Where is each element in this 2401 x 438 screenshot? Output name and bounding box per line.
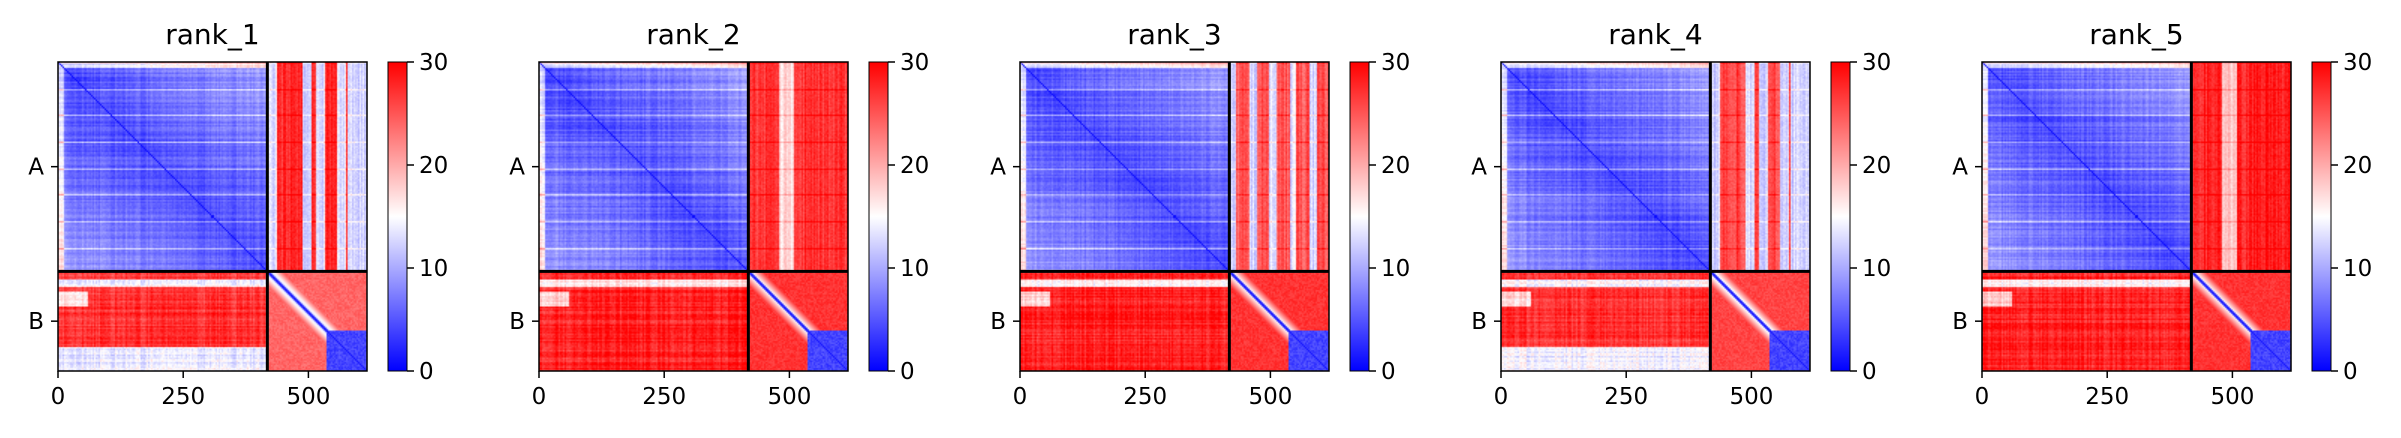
colorbar — [1830, 61, 1851, 372]
panel-title: rank_5 — [2089, 18, 2183, 51]
chain-label-b: B — [990, 309, 1006, 335]
x-tick-label: 0 — [51, 384, 66, 410]
pae-matrix — [1020, 62, 1329, 371]
colorbar-tick-label: 10 — [2343, 256, 2372, 282]
colorbar-tick-label: 30 — [2343, 50, 2372, 76]
panel-title: rank_1 — [165, 18, 259, 51]
colorbar-tick-label: 10 — [900, 256, 929, 282]
axes-frame — [57, 61, 368, 372]
colorbar-tick-label: 30 — [900, 50, 929, 76]
colorbar-tick-label: 20 — [1381, 153, 1410, 179]
chain-label-a: A — [509, 155, 525, 181]
x-tick-label: 250 — [2085, 384, 2129, 410]
panel-title: rank_2 — [646, 18, 740, 51]
x-tick-label: 500 — [286, 384, 330, 410]
x-tick-label: 0 — [1494, 384, 1509, 410]
heatmap-panel-5: rank_5 0 250 500 A B 0 10 20 30 — [1952, 18, 2372, 410]
x-tick-label: 0 — [1013, 384, 1028, 410]
colorbar — [868, 61, 889, 372]
colorbar-tick-label: 20 — [419, 153, 448, 179]
colorbar-tick-label: 0 — [2343, 359, 2358, 385]
x-tick-label: 250 — [642, 384, 686, 410]
x-tick-label: 250 — [1604, 384, 1648, 410]
heatmap-panel-1: rank_1 0 250 500 A B 0 10 20 30 — [28, 18, 448, 410]
chain-label-a: A — [1471, 155, 1487, 181]
colorbar-tick-label: 10 — [419, 256, 448, 282]
heatmap-panel-2: rank_2 0 250 500 A B 0 10 20 30 — [509, 18, 929, 410]
pae-matrix — [58, 62, 367, 371]
pae-matrix — [1982, 62, 2291, 371]
axes-frame — [1981, 61, 2292, 372]
x-tick-label: 0 — [532, 384, 547, 410]
pae-matrix — [539, 62, 848, 371]
colorbar-tick-label: 10 — [1862, 256, 1891, 282]
x-tick-label: 250 — [161, 384, 205, 410]
chain-label-b: B — [1952, 309, 1968, 335]
x-tick-label: 250 — [1123, 384, 1167, 410]
chain-label-b: B — [28, 309, 44, 335]
x-tick-label: 0 — [1975, 384, 1990, 410]
panel-title: rank_4 — [1608, 18, 1702, 51]
pae-matrix — [1501, 62, 1810, 371]
colorbar-tick-label: 20 — [2343, 153, 2372, 179]
colorbar-tick-label: 0 — [1381, 359, 1396, 385]
x-tick-label: 500 — [1729, 384, 1773, 410]
colorbar-tick-label: 10 — [1381, 256, 1410, 282]
colorbar — [1349, 61, 1370, 372]
x-tick-label: 500 — [767, 384, 811, 410]
colorbar-tick-label: 0 — [419, 359, 434, 385]
chain-label-b: B — [1471, 309, 1487, 335]
chain-label-a: A — [28, 155, 44, 181]
colorbar — [387, 61, 408, 372]
chain-label-b: B — [509, 309, 525, 335]
colorbar-tick-label: 30 — [1381, 50, 1410, 76]
chain-label-a: A — [990, 155, 1006, 181]
x-tick-label: 500 — [2210, 384, 2254, 410]
colorbar-tick-label: 20 — [1862, 153, 1891, 179]
axes-frame — [1500, 61, 1811, 372]
heatmap-panel-3: rank_3 0 250 500 A B 0 10 20 30 — [990, 18, 1410, 410]
heatmap-panel-4: rank_4 0 250 500 A B 0 10 20 30 — [1471, 18, 1891, 410]
colorbar-tick-label: 30 — [419, 50, 448, 76]
panel-title: rank_3 — [1127, 18, 1221, 51]
colorbar-tick-label: 20 — [900, 153, 929, 179]
x-tick-label: 500 — [1248, 384, 1292, 410]
colorbar-tick-label: 30 — [1862, 50, 1891, 76]
axes-frame — [538, 61, 849, 372]
colorbar — [2311, 61, 2332, 372]
colorbar-tick-label: 0 — [900, 359, 915, 385]
axes-frame — [1019, 61, 1330, 372]
colorbar-tick-label: 0 — [1862, 359, 1877, 385]
chain-label-a: A — [1952, 155, 1968, 181]
